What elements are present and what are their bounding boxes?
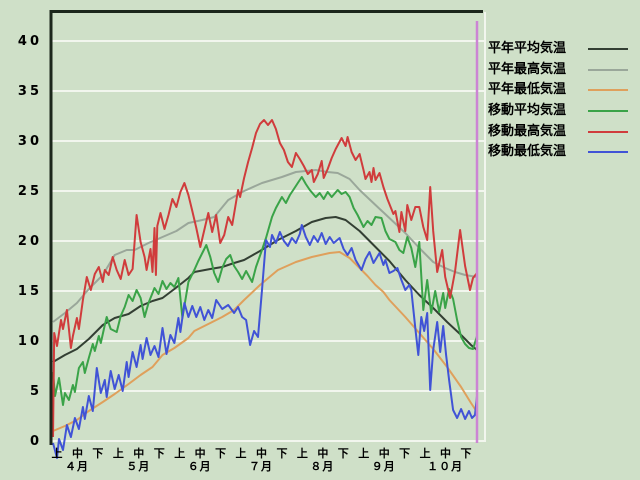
x-tick-6-1: 中 (440, 447, 452, 460)
x-tick-0-1: 中 (71, 447, 83, 460)
legend-label-5: 移動最低気温 (488, 144, 567, 160)
x-tick-3-1: 中 (256, 447, 267, 460)
x-tick-4-1: 中 (317, 447, 329, 460)
month-label-5: ９月 (371, 460, 396, 473)
legend-swatch-4 (588, 130, 628, 133)
legend-row-2: 平年最低気温 (488, 80, 638, 101)
y-tick-label-10: 10 (17, 334, 42, 349)
legend-label-1: 平年最高気温 (488, 61, 567, 77)
x-tick-1-0: 上 (112, 447, 124, 460)
y-tick-label-40: 40 (17, 34, 42, 49)
legend-row-0: 平年平均気温 (488, 39, 638, 60)
x-tick-0-2: 下 (92, 447, 104, 460)
legend-label-0: 平年平均気温 (488, 41, 567, 56)
series-line-2 (52, 251, 478, 432)
y-tick-label-30: 30 (17, 134, 42, 149)
y-tick-label-5: 5 (29, 384, 42, 399)
x-tick-6-2: 下 (460, 447, 472, 460)
x-tick-0-0: 上 (51, 447, 63, 460)
legend-label-2: 平年最低気温 (488, 82, 567, 98)
legend-row-4: 移動最高気温 (488, 122, 638, 143)
series-line-4 (52, 119, 478, 438)
month-label-4: ８月 (310, 460, 335, 473)
y-tick-label-35: 35 (17, 84, 42, 99)
legend-row-3: 移動平均気温 (488, 101, 638, 122)
legend-swatch-3 (588, 110, 628, 113)
legend-swatch-2 (588, 89, 628, 92)
legend-swatch-0 (588, 48, 628, 50)
x-tick-2-1: 中 (194, 447, 206, 460)
x-tick-1-1: 中 (133, 447, 145, 460)
y-tick-label-20: 20 (17, 234, 42, 249)
x-tick-2-2: 下 (215, 447, 227, 460)
month-label-3: ７月 (249, 460, 274, 473)
legend-row-5: 移動最低気温 (488, 142, 638, 163)
x-tick-5-0: 上 (358, 447, 370, 460)
x-tick-6-0: 上 (419, 447, 431, 460)
x-tick-4-2: 下 (337, 447, 349, 460)
month-label-0: ４月 (65, 460, 89, 473)
series-line-1 (52, 169, 478, 323)
y-tick-label-15: 15 (17, 284, 42, 299)
x-tick-5-2: 下 (399, 447, 411, 460)
series-line-5 (52, 224, 478, 459)
x-tick-3-0: 上 (235, 447, 247, 460)
series-line-3 (52, 176, 478, 406)
x-tick-4-0: 上 (296, 447, 308, 460)
legend-row-1: 平年最高気温 (488, 60, 638, 81)
legend-swatch-1 (588, 68, 628, 71)
x-tick-1-2: 下 (153, 447, 165, 460)
y-tick-label-25: 25 (17, 184, 42, 199)
y-tick-label-0: 0 (29, 434, 42, 449)
month-label-1: ５月 (126, 460, 151, 473)
x-tick-2-0: 上 (174, 447, 186, 460)
x-tick-5-1: 中 (378, 447, 390, 460)
month-label-2: ６月 (187, 460, 212, 473)
month-label-6: １０月 (427, 460, 464, 473)
legend: 平年平均気温 平年最高気温 平年最低気温 移動平均気温 移動最高気温 移動最低気温 (488, 39, 638, 163)
legend-swatch-5 (588, 151, 628, 154)
legend-label-4: 移動最高気温 (488, 123, 567, 139)
legend-label-3: 移動平均気温 (488, 103, 567, 119)
x-tick-3-2: 下 (276, 447, 288, 460)
